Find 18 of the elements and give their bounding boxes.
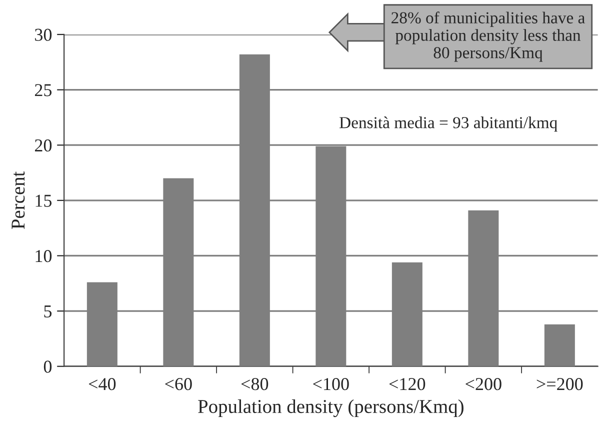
x-tick-label: <100 [313,378,349,390]
x-tick-label: <120 [389,378,426,390]
x-tick-label: <200 [466,378,502,390]
annotation: Densità media = 93 abitanti/kmq [340,116,558,132]
y-tick-label: 10 [36,250,52,262]
x-axis-title: Population density (persons/Kmq) [198,399,464,418]
annotation: 28% of municipalities have a population density less than 80 persons/Kmq [392,12,585,62]
y-tick-label: 25 [34,84,52,96]
y-tick-label: 0 [44,360,52,373]
y-tick-label: 20 [34,139,52,152]
x-tick-label: <40 [88,378,116,390]
y-tick-label: 5 [44,305,52,318]
x-tick-label: <80 [241,378,268,390]
y-tick-label: 30 [35,28,52,41]
x-tick-label: <60 [165,378,192,390]
x-tick-label: >=200 [536,378,583,390]
y-tick-label: 15 [36,194,52,207]
y-axis-title: Percent [12,171,25,230]
